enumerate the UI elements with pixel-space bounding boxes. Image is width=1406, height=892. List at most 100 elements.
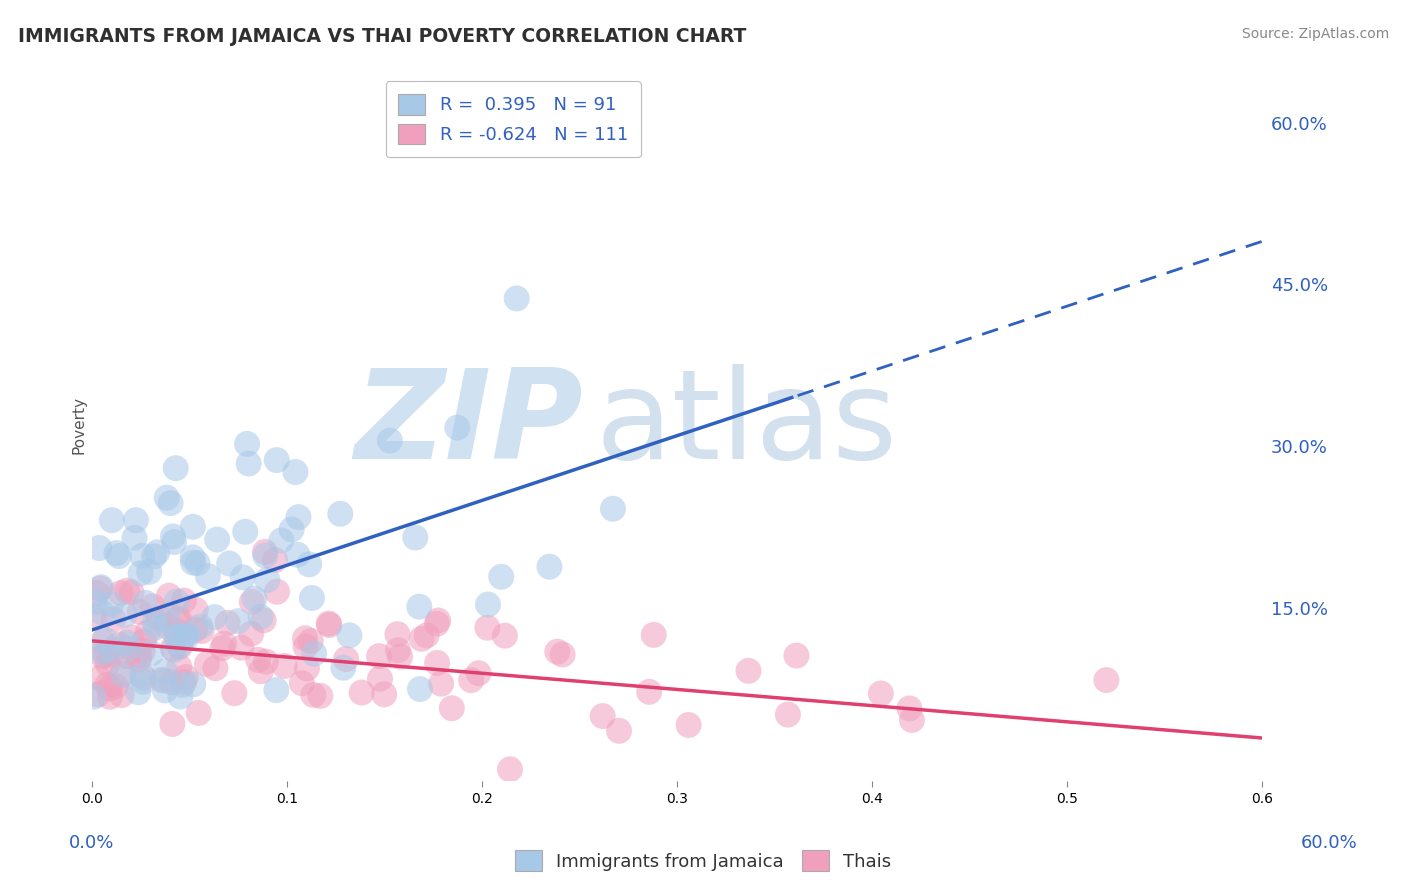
Point bbox=[378, 434, 401, 448]
Point bbox=[368, 649, 391, 664]
Point bbox=[411, 632, 433, 646]
Point bbox=[165, 629, 187, 643]
Point bbox=[190, 619, 212, 633]
Point bbox=[87, 688, 110, 702]
Point bbox=[96, 678, 118, 692]
Point bbox=[124, 647, 146, 661]
Point bbox=[217, 615, 239, 630]
Point bbox=[212, 637, 235, 651]
Point bbox=[254, 549, 277, 563]
Point bbox=[162, 529, 184, 543]
Point bbox=[249, 610, 271, 624]
Point bbox=[309, 689, 332, 703]
Point bbox=[460, 673, 482, 687]
Point bbox=[98, 681, 121, 696]
Point bbox=[602, 501, 624, 516]
Point bbox=[138, 565, 160, 579]
Point bbox=[110, 688, 132, 702]
Point bbox=[86, 586, 108, 600]
Point bbox=[181, 677, 204, 691]
Point bbox=[224, 686, 246, 700]
Point bbox=[287, 510, 309, 524]
Legend: R =  0.395   N = 91, R = -0.624   N = 111: R = 0.395 N = 91, R = -0.624 N = 111 bbox=[385, 81, 641, 157]
Point bbox=[150, 673, 173, 687]
Point bbox=[389, 649, 412, 664]
Point bbox=[211, 641, 233, 656]
Point bbox=[100, 597, 122, 611]
Point bbox=[169, 640, 191, 654]
Point bbox=[415, 628, 437, 642]
Point bbox=[204, 610, 226, 624]
Point bbox=[592, 709, 614, 723]
Point bbox=[128, 648, 150, 663]
Point bbox=[387, 643, 409, 657]
Point bbox=[131, 549, 153, 563]
Point bbox=[166, 594, 188, 608]
Point bbox=[156, 491, 179, 505]
Text: 60.0%: 60.0% bbox=[1301, 834, 1357, 852]
Point bbox=[551, 648, 574, 662]
Point bbox=[132, 634, 155, 648]
Point bbox=[467, 666, 489, 681]
Point bbox=[181, 556, 204, 570]
Point bbox=[143, 549, 166, 564]
Point bbox=[280, 523, 302, 537]
Point bbox=[678, 718, 700, 732]
Point bbox=[643, 628, 665, 642]
Point bbox=[233, 524, 256, 539]
Point bbox=[253, 545, 276, 559]
Point bbox=[489, 570, 512, 584]
Point bbox=[430, 676, 453, 690]
Point bbox=[110, 586, 132, 600]
Point bbox=[167, 639, 190, 653]
Point bbox=[318, 616, 340, 631]
Point bbox=[302, 647, 325, 661]
Point bbox=[607, 723, 630, 738]
Point bbox=[295, 661, 318, 675]
Point bbox=[155, 619, 177, 633]
Point bbox=[173, 593, 195, 607]
Point bbox=[96, 657, 118, 671]
Point bbox=[91, 646, 114, 660]
Point bbox=[107, 637, 129, 651]
Text: Source: ZipAtlas.com: Source: ZipAtlas.com bbox=[1241, 27, 1389, 41]
Point bbox=[195, 657, 218, 671]
Point bbox=[90, 580, 112, 594]
Point bbox=[100, 643, 122, 657]
Point bbox=[238, 457, 260, 471]
Point bbox=[169, 690, 191, 704]
Text: IMMIGRANTS FROM JAMAICA VS THAI POVERTY CORRELATION CHART: IMMIGRANTS FROM JAMAICA VS THAI POVERTY … bbox=[18, 27, 747, 45]
Point bbox=[89, 582, 111, 596]
Point bbox=[117, 635, 139, 649]
Point bbox=[181, 550, 204, 565]
Point bbox=[232, 570, 254, 584]
Point bbox=[240, 595, 263, 609]
Point bbox=[173, 630, 195, 644]
Point bbox=[94, 632, 117, 647]
Point bbox=[132, 644, 155, 658]
Point bbox=[136, 625, 159, 640]
Point bbox=[256, 573, 278, 587]
Point bbox=[494, 629, 516, 643]
Point bbox=[112, 667, 135, 681]
Point bbox=[638, 685, 661, 699]
Point bbox=[287, 548, 309, 562]
Point bbox=[128, 605, 150, 619]
Point bbox=[167, 659, 190, 673]
Point bbox=[298, 558, 321, 572]
Point bbox=[163, 642, 186, 657]
Point bbox=[404, 531, 426, 545]
Point bbox=[368, 672, 391, 686]
Point bbox=[159, 496, 181, 510]
Point bbox=[294, 632, 316, 646]
Text: ZIP: ZIP bbox=[354, 364, 583, 485]
Point bbox=[117, 648, 139, 663]
Point bbox=[157, 589, 180, 603]
Point bbox=[294, 640, 316, 654]
Point bbox=[167, 631, 190, 645]
Point bbox=[499, 762, 522, 776]
Point bbox=[156, 614, 179, 628]
Point bbox=[129, 566, 152, 581]
Point bbox=[339, 628, 361, 642]
Point bbox=[117, 641, 139, 656]
